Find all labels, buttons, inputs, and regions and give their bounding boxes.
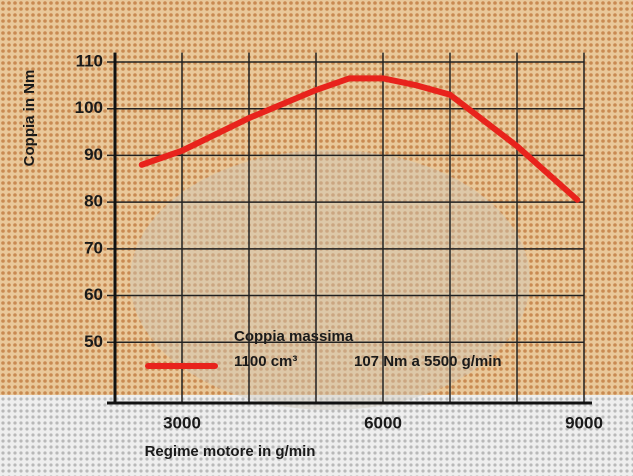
photo-motorcycle xyxy=(130,150,530,410)
y-tick-label: 90 xyxy=(84,145,103,164)
y-tick-label: 60 xyxy=(84,285,103,304)
y-tick-label: 70 xyxy=(84,238,103,257)
x-tick-label: 9000 xyxy=(565,413,603,432)
y-axis-label: Coppia in Nm xyxy=(21,70,38,167)
y-tick-label: 100 xyxy=(75,98,103,117)
legend-label: 1100 cm³ xyxy=(234,353,297,370)
x-tick-label: 6000 xyxy=(364,413,402,432)
x-axis-label: Regime motore in g/min xyxy=(145,443,316,460)
annotation: 107 Nm a 5500 g/min xyxy=(354,353,502,370)
y-tick-label: 110 xyxy=(76,51,103,70)
y-tick-label: 50 xyxy=(84,332,103,351)
y-tick-label: 80 xyxy=(84,192,103,211)
x-tick-label: 3000 xyxy=(163,413,201,432)
chart: Coppia in Nm Regime motore in g/min Copp… xyxy=(0,0,633,476)
